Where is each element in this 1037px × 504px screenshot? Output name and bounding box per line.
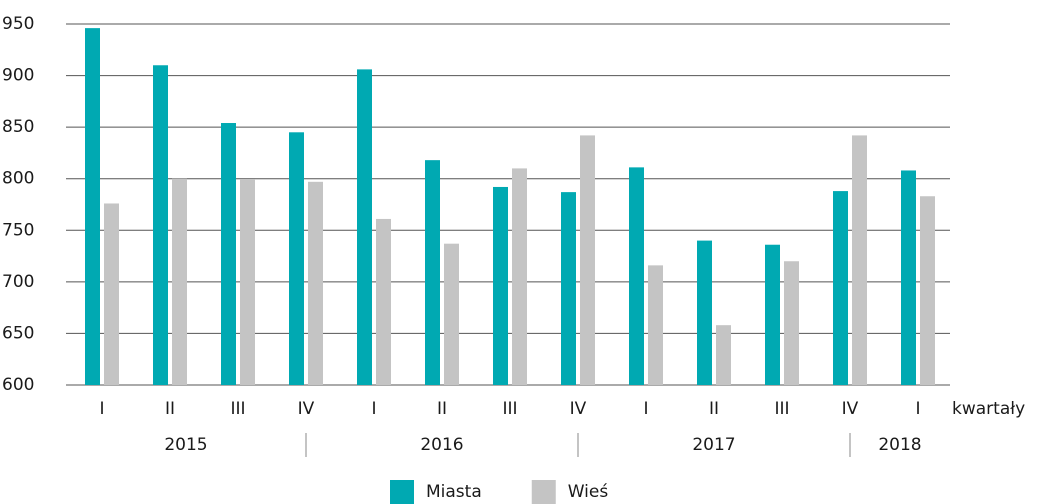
x-axis-label: kwartały — [952, 399, 1025, 419]
legend-label: Wieś — [568, 482, 609, 502]
x-tick-label: I — [643, 399, 648, 419]
group-label: 2017 — [692, 435, 735, 455]
bar — [104, 203, 119, 385]
bar — [221, 123, 236, 385]
x-tick-label: III — [502, 399, 517, 419]
bar — [493, 186, 508, 385]
bar — [697, 240, 712, 385]
x-tick-label: I — [915, 399, 920, 419]
bar — [240, 179, 255, 385]
legend-label: Miasta — [426, 482, 482, 502]
bar — [648, 265, 663, 385]
bar — [376, 218, 391, 385]
bar — [629, 167, 644, 385]
y-tick-label: 900 — [2, 66, 34, 86]
bar — [425, 160, 440, 385]
legend-swatch — [390, 480, 414, 504]
bar — [444, 243, 459, 385]
x-tick-label: IV — [298, 399, 315, 419]
x-tick-label: II — [165, 399, 175, 419]
bar — [357, 69, 372, 385]
bar — [580, 135, 595, 385]
x-tick-label: III — [774, 399, 789, 419]
bar — [784, 261, 799, 385]
bar — [901, 170, 916, 385]
bar — [920, 196, 935, 385]
y-tick-label: 950 — [2, 14, 34, 34]
bar — [172, 178, 187, 385]
bar — [765, 244, 780, 385]
bar — [716, 325, 731, 385]
x-tick-label: I — [99, 399, 104, 419]
x-tick-label: II — [709, 399, 719, 419]
legend-swatch — [531, 480, 556, 504]
x-tick-label: III — [230, 399, 245, 419]
group-label: 2016 — [420, 435, 463, 455]
y-tick-label: 700 — [2, 272, 34, 292]
bar — [153, 65, 168, 385]
group-label: 2018 — [878, 435, 921, 455]
bar — [852, 135, 867, 385]
bar — [833, 191, 848, 385]
y-tick-label: 650 — [2, 323, 34, 343]
x-tick-label: II — [437, 399, 447, 419]
bar — [289, 132, 304, 385]
bar — [308, 181, 323, 385]
x-tick-label: I — [371, 399, 376, 419]
group-label: 2015 — [164, 435, 207, 455]
y-tick-label: 750 — [2, 220, 34, 240]
x-tick-label: IV — [570, 399, 587, 419]
bar — [85, 28, 100, 386]
bar — [512, 168, 527, 385]
bar — [561, 192, 576, 385]
y-tick-label: 850 — [2, 117, 34, 137]
x-tick-label: IV — [842, 399, 859, 419]
y-tick-label: 600 — [2, 375, 34, 395]
y-tick-label: 800 — [2, 169, 34, 189]
